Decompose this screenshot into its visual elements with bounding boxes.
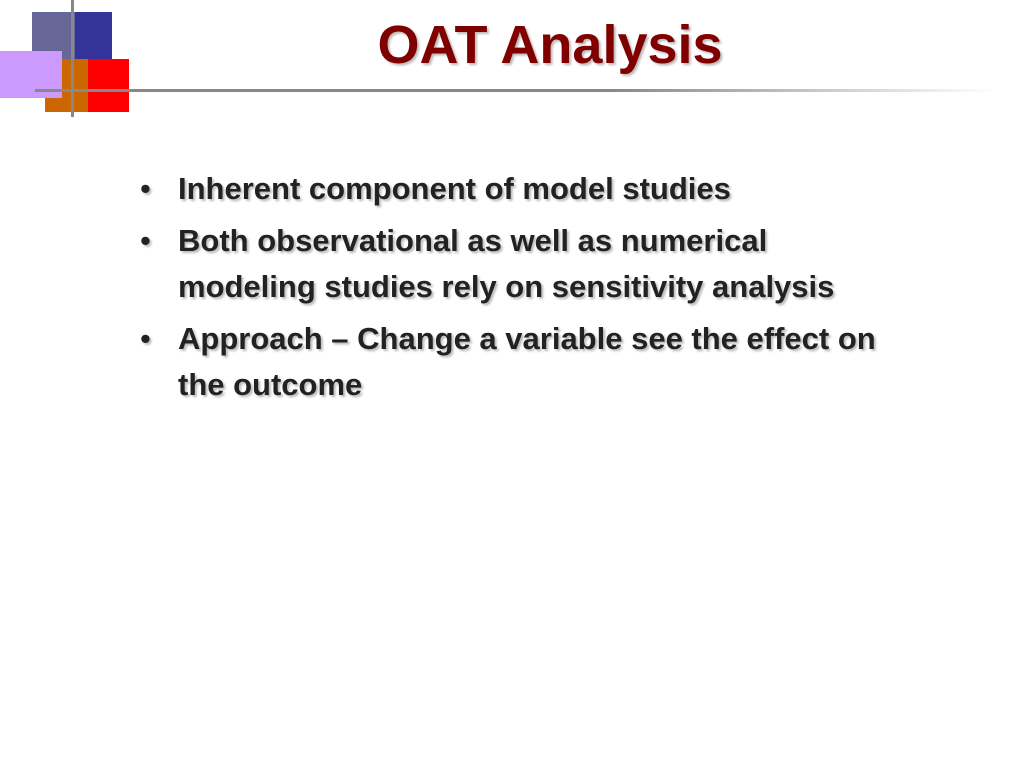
- bullet-item: • Both observational as well as numerical…: [140, 218, 880, 310]
- bullet-item: • Approach – Change a variable see the ef…: [140, 316, 880, 408]
- bullet-list: • Inherent component of model studies • Bo…: [140, 166, 880, 414]
- horizontal-line: [35, 89, 995, 92]
- bullet-icon: •: [140, 321, 151, 356]
- bullet-text: Approach – Change a variable see the eff…: [178, 321, 876, 402]
- bullet-text: Inherent component of model studies: [178, 171, 731, 206]
- bullet-icon: •: [140, 171, 151, 206]
- slide-title: OAT Analysis: [377, 15, 723, 75]
- square-red: [88, 59, 129, 112]
- square-navy: [75, 12, 112, 60]
- bullet-item: • Inherent component of model studies: [140, 166, 880, 212]
- vertical-line: [71, 0, 74, 117]
- bullet-text: Both observational as well as numerical …: [178, 223, 835, 304]
- bullet-icon: •: [140, 223, 151, 258]
